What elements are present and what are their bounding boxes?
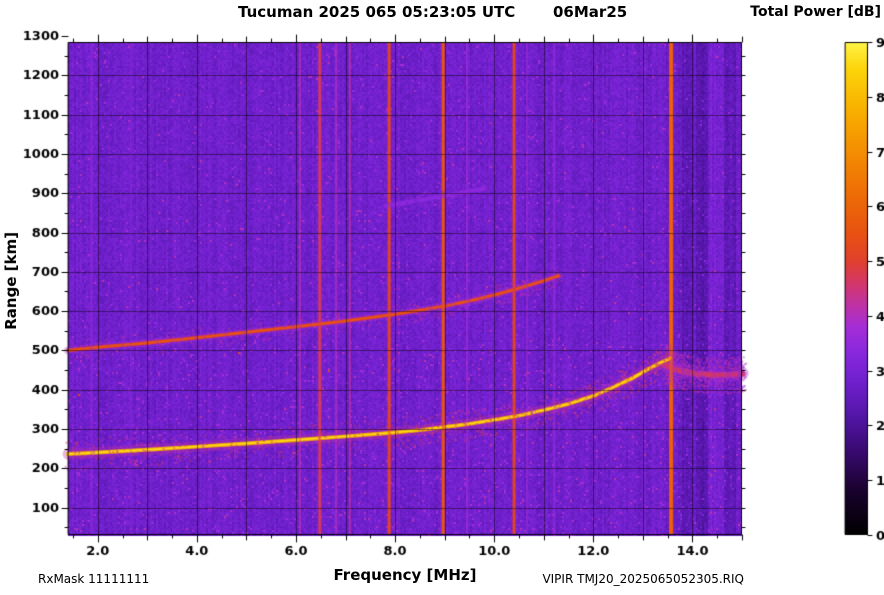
x-axis-label: Frequency [MHz] — [333, 566, 477, 584]
y-axis-label: Range [km] — [2, 232, 20, 330]
colorbar-title: Total Power [dB] — [750, 4, 881, 20]
data-file-label: VIPIR TMJ20_2025065052305.RIQ — [542, 572, 744, 586]
rxmask-label: RxMask 11111111 — [38, 572, 150, 586]
chart-title: Tucuman 2025 065 05:23:05 UTC — [238, 3, 516, 21]
chart-date: 06Mar25 — [553, 3, 628, 21]
